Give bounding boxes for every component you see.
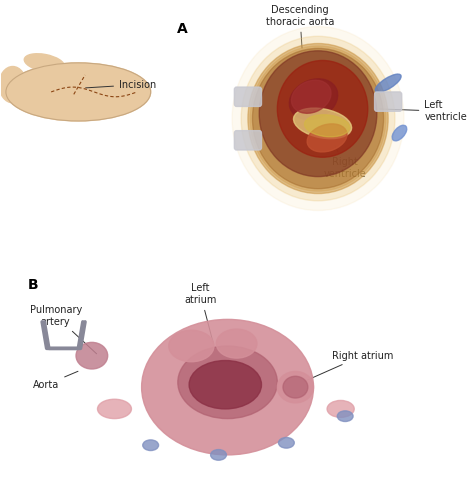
Ellipse shape: [6, 63, 151, 121]
Ellipse shape: [292, 80, 331, 113]
Ellipse shape: [277, 371, 313, 403]
Ellipse shape: [392, 125, 407, 141]
Text: Right atrium: Right atrium: [305, 350, 393, 381]
Ellipse shape: [304, 115, 350, 137]
Circle shape: [232, 27, 404, 210]
Text: Pulmonary
artery: Pulmonary artery: [29, 305, 97, 354]
Circle shape: [241, 36, 395, 201]
Ellipse shape: [307, 124, 347, 152]
Text: Aorta: Aorta: [33, 371, 78, 390]
Ellipse shape: [178, 346, 277, 419]
Circle shape: [253, 49, 383, 189]
FancyBboxPatch shape: [234, 131, 262, 150]
Text: Left
atrium: Left atrium: [184, 283, 217, 344]
Text: Left
ventricle: Left ventricle: [380, 100, 467, 122]
Ellipse shape: [293, 108, 352, 139]
Ellipse shape: [289, 79, 337, 119]
Ellipse shape: [278, 438, 294, 448]
Ellipse shape: [210, 449, 227, 460]
Circle shape: [250, 46, 386, 191]
Ellipse shape: [337, 411, 353, 422]
Text: A: A: [177, 22, 188, 36]
Ellipse shape: [143, 440, 159, 450]
Ellipse shape: [169, 330, 214, 362]
Ellipse shape: [142, 319, 313, 455]
Circle shape: [277, 60, 368, 157]
Ellipse shape: [216, 329, 257, 358]
Ellipse shape: [327, 400, 354, 417]
Ellipse shape: [76, 343, 108, 369]
Ellipse shape: [283, 376, 308, 398]
Ellipse shape: [189, 360, 262, 409]
FancyBboxPatch shape: [20, 75, 38, 92]
Text: B: B: [28, 278, 38, 292]
Circle shape: [248, 44, 388, 194]
Text: Descending
thoracic aorta: Descending thoracic aorta: [266, 5, 334, 48]
Ellipse shape: [0, 66, 26, 103]
FancyBboxPatch shape: [374, 92, 402, 111]
Circle shape: [259, 51, 377, 177]
FancyBboxPatch shape: [234, 87, 262, 106]
Ellipse shape: [24, 54, 64, 72]
Ellipse shape: [375, 74, 401, 93]
Text: Incision: Incision: [86, 80, 156, 90]
Text: Right
ventricle: Right ventricle: [324, 145, 366, 179]
Ellipse shape: [98, 399, 131, 419]
